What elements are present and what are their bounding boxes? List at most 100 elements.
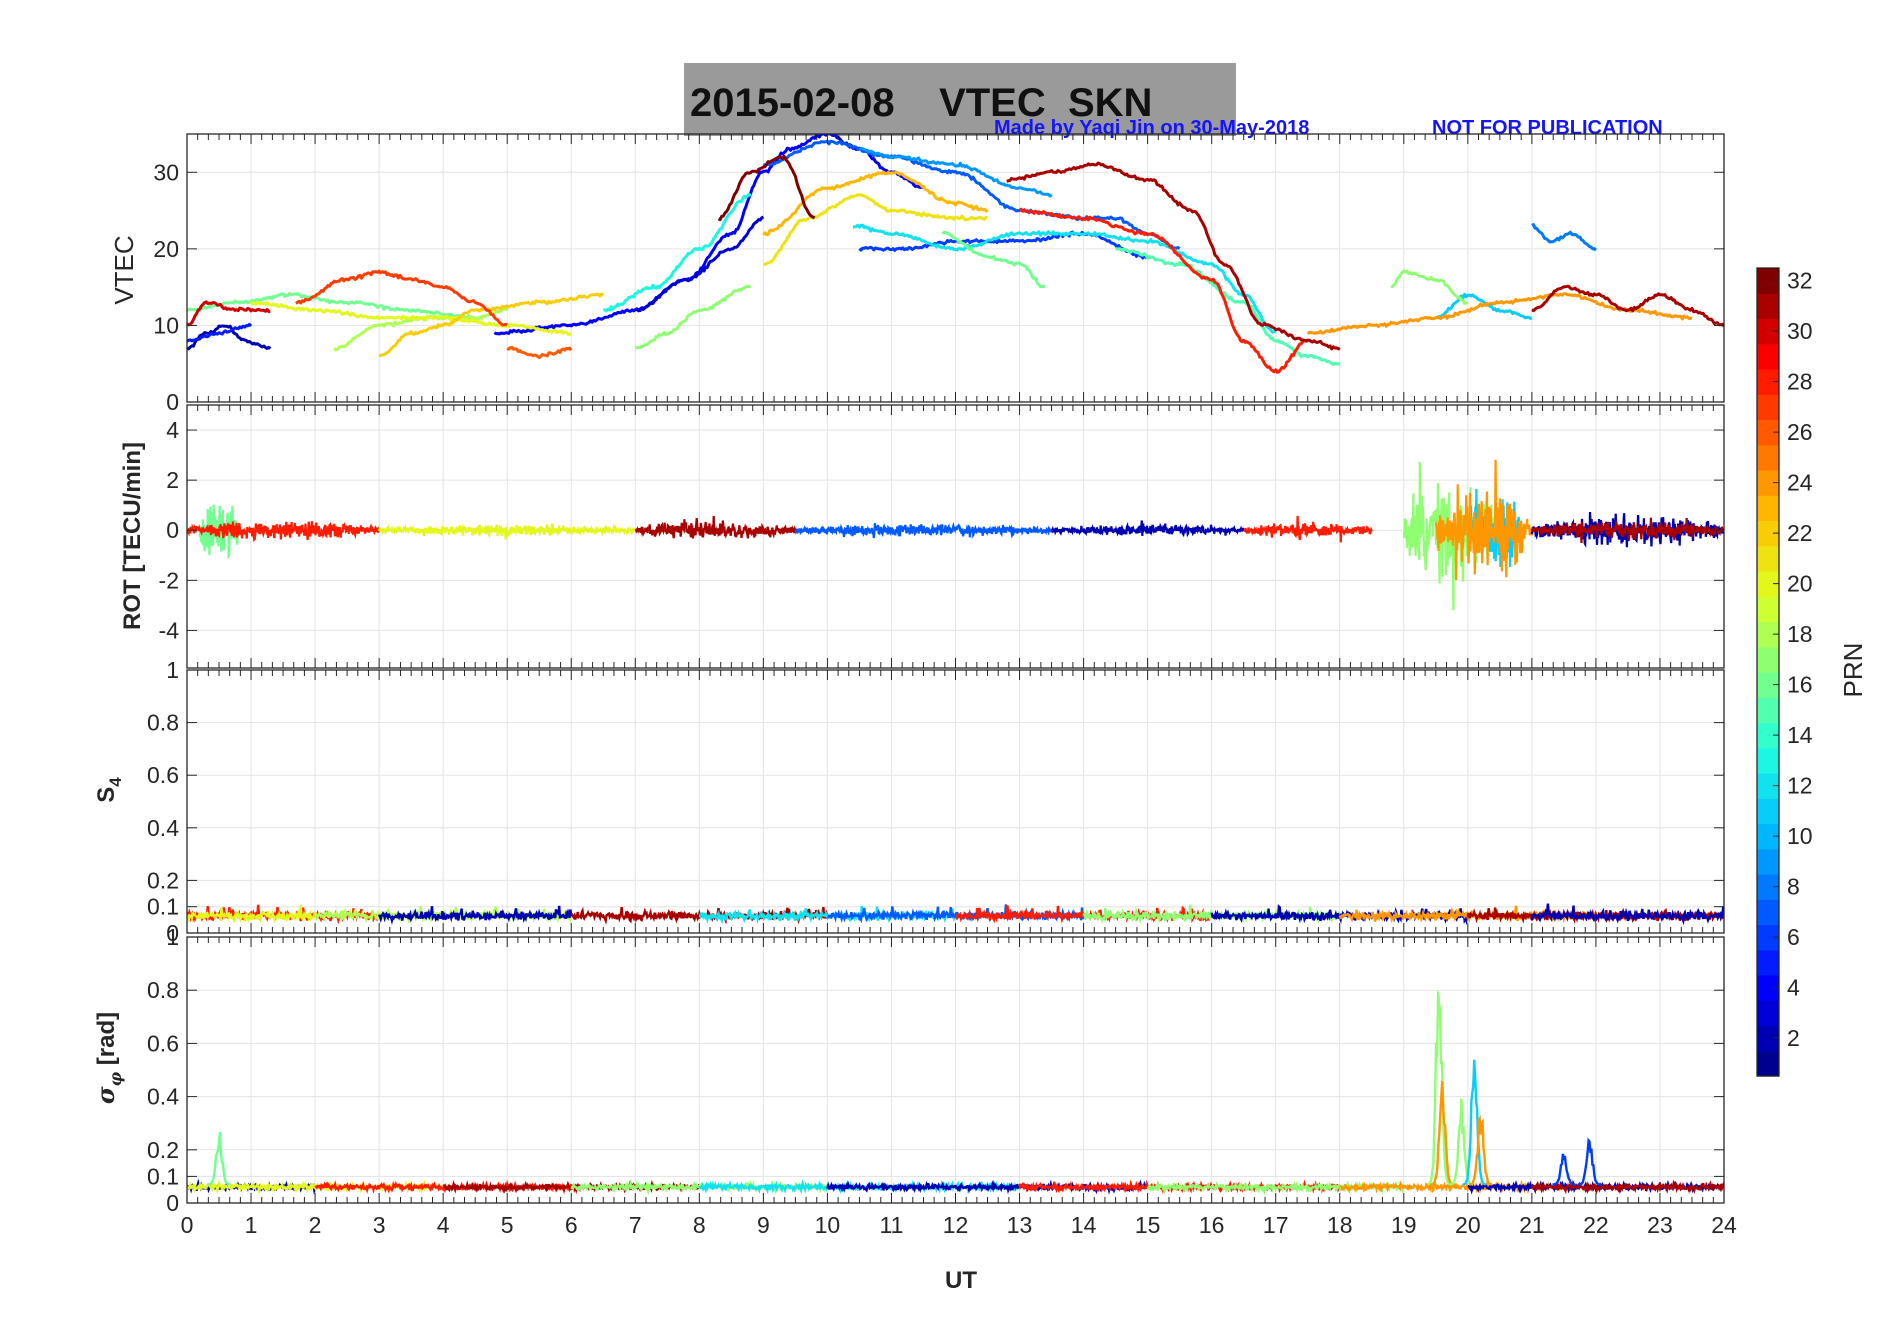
colorbar-band [1757, 318, 1779, 345]
s4-panel: 00.10.2 0.4 0.6 0.8 1 [147, 657, 1725, 946]
s4-series-prn2 [378, 905, 573, 925]
rot-ytick-label: -4 [159, 617, 180, 643]
phi-sub: φ [106, 1071, 125, 1086]
vtec-ytick-label: 30 [153, 159, 179, 185]
colorbar-band [1757, 672, 1779, 698]
rot-ytick-label: -2 [159, 567, 179, 593]
vtec-series-prn24 [1306, 292, 1693, 335]
vtec-series-prn26 [506, 345, 573, 360]
colorbar-band [1757, 1050, 1779, 1077]
vtec-series-prn22 [378, 292, 605, 357]
vtec-series-prn17 [1390, 269, 1468, 305]
sigma-phi-ytick-label: 0.8 [147, 977, 179, 1003]
colorbar-tick-label: 28 [1787, 369, 1813, 395]
vtec-series-prn3 [634, 215, 765, 313]
vtec-series-prn30 [187, 300, 271, 327]
colorbar-band [1757, 1025, 1779, 1052]
vtec-series-prn16 [187, 292, 476, 320]
colorbar-tick-label: 4 [1787, 975, 1800, 1001]
colorbar-tick-label: 18 [1787, 621, 1813, 647]
s4-ytick-label: 0.1 [147, 894, 179, 920]
s4-ytick-label: 0.6 [147, 762, 179, 788]
colorbar-band [1757, 722, 1779, 749]
colorbar-band [1757, 646, 1779, 673]
vtec-series-prn21 [763, 193, 988, 266]
vtec-series-prn4 [493, 134, 925, 336]
x-tick-label: 0 [181, 1212, 194, 1238]
x-tick-label: 4 [437, 1212, 450, 1238]
rad-unit: [rad] [93, 1012, 120, 1072]
vtec-ytick-label: 0 [166, 389, 179, 415]
x-tick-label: 20 [1455, 1212, 1481, 1238]
s4-ytick-label: 0.4 [147, 815, 179, 841]
rot-ylabel: ROT [TECU/min] [119, 442, 146, 630]
vtec-series-prn9 [858, 147, 1053, 198]
sigma-phi-ytick-label: 1 [166, 924, 179, 950]
sigma-phi-ytick-label: 0 [166, 1190, 179, 1216]
colorbar-band [1757, 697, 1779, 724]
vtec-series-prn16 [941, 230, 1046, 289]
vtec-series-prn13 [603, 192, 752, 313]
colorbar-tick-label: 32 [1787, 268, 1813, 294]
colorbar-band [1757, 899, 1779, 926]
vtec-series-prn12 [852, 223, 1276, 334]
x-tick-label: 15 [1135, 1212, 1161, 1238]
vtec-ytick-label: 10 [153, 312, 179, 338]
s4-ytick-label: 0.2 [147, 867, 179, 893]
vtec-series-prn27 [295, 269, 508, 327]
x-tick-label: 22 [1583, 1212, 1609, 1238]
colorbar-tick-label: 12 [1787, 773, 1813, 799]
vtec-series-prn5 [187, 322, 253, 343]
s4-plot-area [187, 903, 1724, 926]
sigma-phi-ytick-label: 0.4 [147, 1084, 179, 1110]
colorbar-band [1757, 773, 1779, 799]
x-tick-label: 11 [880, 1212, 904, 1238]
s4-ylabel-sub: 4 [106, 777, 125, 787]
rot-ytick-label: 0 [166, 517, 179, 543]
vtec-series-prn8 [1531, 223, 1597, 252]
colorbar-tick-label: 14 [1787, 722, 1813, 748]
colorbar-band [1757, 520, 1779, 547]
rot-series-prn20 [378, 523, 636, 540]
vtec-series-prn31 [1531, 284, 1724, 328]
x-tick-label: 5 [501, 1212, 514, 1238]
rot-series-prn17 [1402, 461, 1501, 611]
s4-ylabel: S4 [93, 777, 125, 803]
vtec-series-prn7 [762, 139, 1181, 251]
x-tick-label: 24 [1711, 1212, 1737, 1238]
s4-ytick-label: 1 [166, 657, 179, 683]
sigma-spike-prn6 [1552, 1153, 1576, 1186]
colorbar-band [1757, 545, 1779, 572]
colorbar-band [1757, 621, 1779, 648]
colorbar-band [1757, 571, 1779, 597]
colorbar-band [1757, 369, 1779, 395]
vtec-ytick-label: 20 [153, 236, 179, 262]
rot-series-prn28 [187, 521, 381, 543]
colorbar-band [1757, 596, 1779, 623]
vtec-series-prn20 [249, 300, 572, 336]
sigma-series-prn31 [1530, 1179, 1724, 1195]
x-tick-label: 13 [1007, 1212, 1033, 1238]
s4-series-prn20 [187, 904, 317, 924]
vtec-series-prn11 [1435, 292, 1533, 320]
sigma-spike-prn16 [207, 1131, 231, 1186]
colorbar-tick-label: 6 [1787, 924, 1800, 950]
vtec-ylabel: VTEC [109, 235, 139, 304]
sigma-glyph: σ [91, 1086, 120, 1104]
colorbar-tick-label: 24 [1787, 470, 1813, 496]
chart-title: 2015-02-08 VTEC SKN [690, 81, 1152, 125]
colorbar-band [1757, 293, 1779, 320]
rot-series-prn7 [794, 521, 1053, 539]
s4-ytick-label: 0.8 [147, 710, 179, 736]
x-tick-label: 7 [629, 1212, 642, 1238]
s4-ytick-label: 0 [166, 920, 179, 946]
colorbar-band [1757, 419, 1779, 446]
colorbar-band [1757, 747, 1779, 774]
colorbar-tick-label: 20 [1787, 571, 1813, 597]
colorbar-band [1757, 444, 1779, 471]
sigma-phi-plot-area [187, 991, 1724, 1196]
x-tick-label: 18 [1327, 1212, 1353, 1238]
colorbar-tick-label: 8 [1787, 874, 1800, 900]
